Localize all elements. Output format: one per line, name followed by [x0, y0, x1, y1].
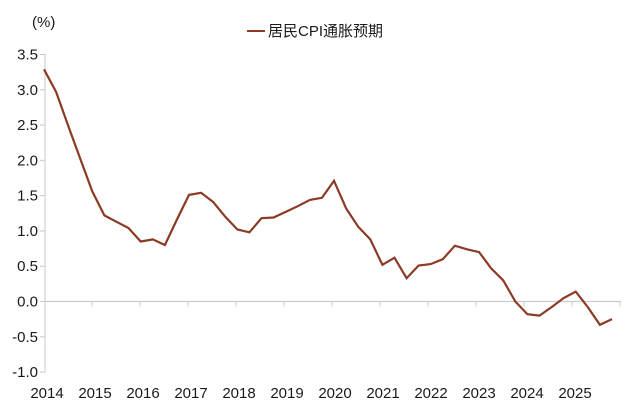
x-tick-label: 2025 — [558, 385, 591, 402]
x-tick-label: 2018 — [222, 385, 255, 402]
legend-series-label: 居民CPI通胀预期 — [268, 23, 384, 40]
x-tick-label: 2016 — [126, 385, 159, 402]
y-tick-label: 3.0 — [17, 82, 38, 99]
x-tick-label: 2014 — [30, 385, 63, 402]
cpi-expectation-line — [43, 68, 613, 327]
y-tick-label: 0.5 — [17, 258, 38, 275]
x-tick-label: 2015 — [78, 385, 111, 402]
y-tick-label: 0.0 — [17, 294, 38, 311]
y-tick-label: -1.0 — [12, 364, 38, 381]
legend-line-swatch — [247, 29, 265, 32]
y-tick-label: 1.0 — [17, 223, 38, 240]
x-tick-label: 2021 — [366, 385, 399, 402]
y-tick-label: 2.0 — [17, 152, 38, 169]
y-tick-label: -0.5 — [12, 329, 38, 346]
x-tick-label: 2023 — [462, 385, 495, 402]
x-tick-label: 2017 — [174, 385, 207, 402]
x-tick-label: 2020 — [318, 385, 351, 402]
y-axis-unit-label: (%) — [32, 14, 56, 31]
y-tick-label: 3.5 — [17, 47, 38, 64]
y-tick-label: 1.5 — [17, 188, 38, 205]
y-tick-label: 2.5 — [17, 117, 38, 134]
legend: 居民CPI通胀预期 — [247, 20, 383, 41]
x-tick-label: 2019 — [270, 385, 303, 402]
x-tick-label: 2022 — [414, 385, 447, 402]
x-tick-label: 2024 — [510, 385, 543, 402]
